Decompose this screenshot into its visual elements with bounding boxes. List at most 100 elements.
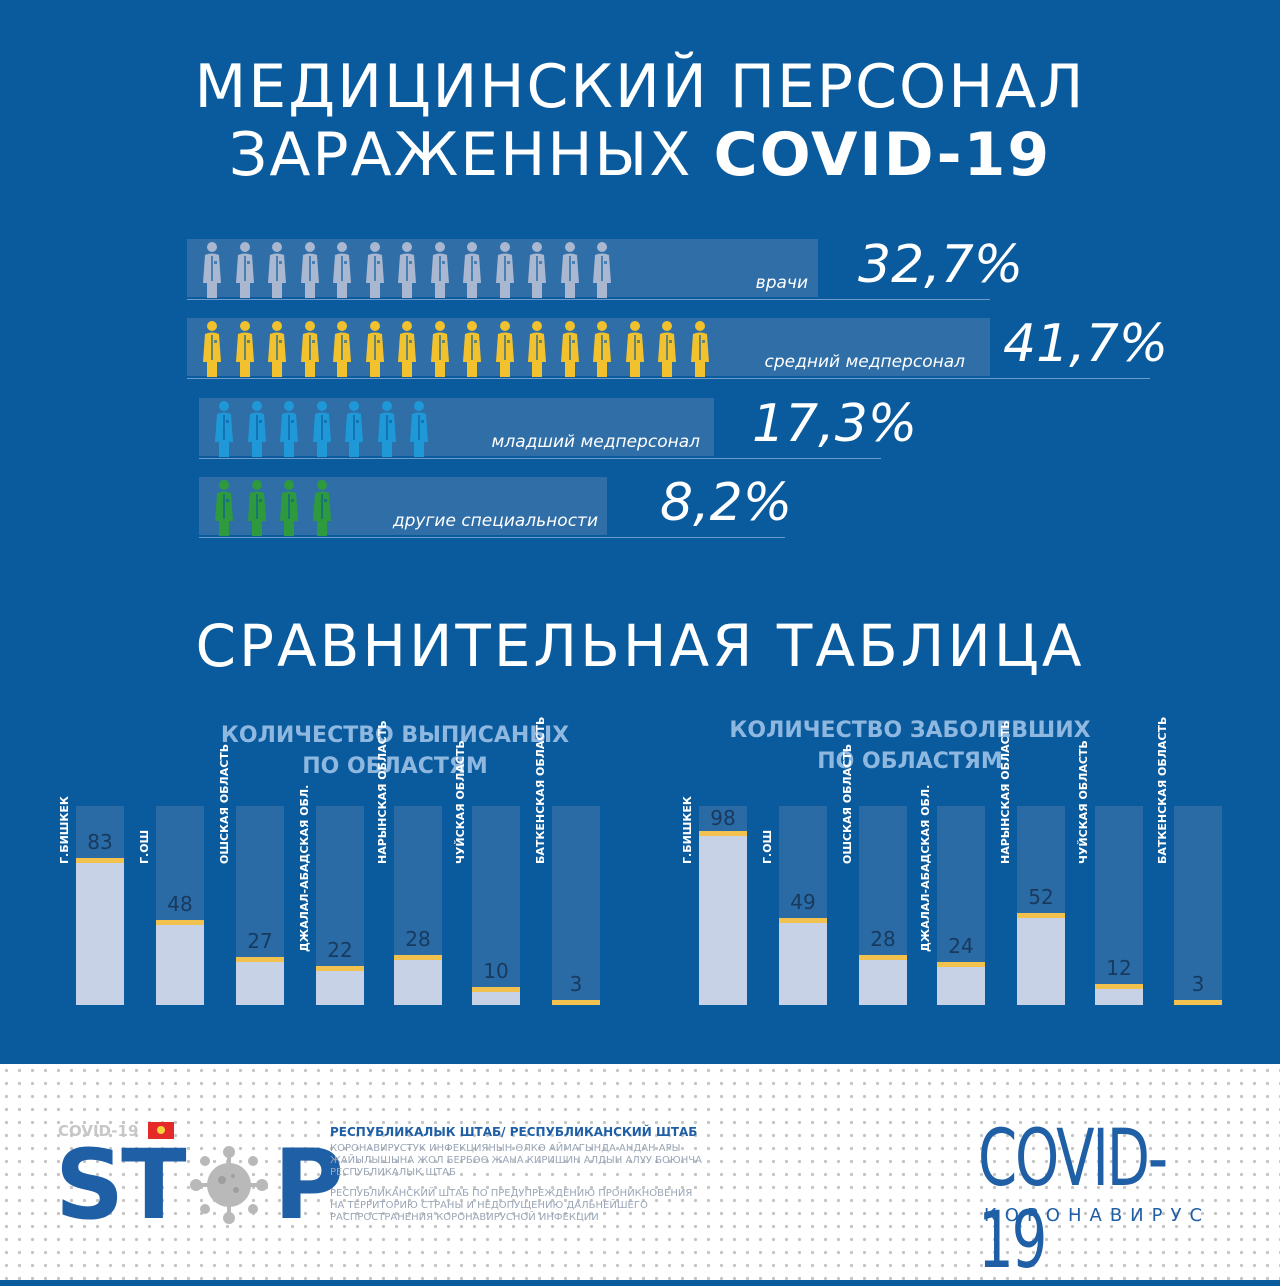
bar-value-label: 52 bbox=[1028, 885, 1054, 909]
bar-cap bbox=[316, 966, 364, 971]
bar-track: 3 bbox=[552, 806, 600, 1005]
hq-text-kyrgyz: КОРОНАВИРУСТУК ИНФЕКЦИЯНЫН ӨЛКӨ АЙМАГЫНД… bbox=[330, 1143, 702, 1178]
doctor-person-icon bbox=[268, 242, 286, 298]
section-title: СРАВНИТЕЛЬНАЯ ТАБЛИЦА bbox=[195, 612, 1085, 680]
main-title-line1: МЕДИЦИНСКИЙ ПЕРСОНАЛ bbox=[194, 52, 1086, 122]
bar-cap bbox=[236, 957, 284, 962]
nurse-person-icon bbox=[495, 321, 514, 377]
category-underline bbox=[199, 458, 881, 459]
bar-track: 10 bbox=[472, 806, 520, 1005]
bar-cap bbox=[859, 955, 907, 960]
main-title-regular: ЗАРАЖЕННЫХ bbox=[228, 120, 714, 190]
bar-value-label: 10 bbox=[483, 959, 509, 983]
nurse-person-icon bbox=[528, 321, 546, 377]
nurse-person-icon bbox=[625, 321, 644, 377]
nurse-person-icon bbox=[463, 321, 481, 377]
bar-value-label: 83 bbox=[87, 830, 113, 854]
bar-cap bbox=[1095, 984, 1143, 989]
bar-track: 98 bbox=[699, 806, 747, 1005]
bar-category-label: НАРЫНСКАЯ ОБЛАСТЬ bbox=[376, 720, 389, 864]
bar-value-label: 28 bbox=[870, 927, 896, 951]
bar-cap bbox=[1017, 913, 1065, 918]
category-label: младший медперсонал bbox=[491, 432, 700, 452]
bar-value-label: 49 bbox=[790, 890, 816, 914]
bar-category-label: ДЖАЛАЛ-АБАДСКАЯ ОБЛ. bbox=[919, 784, 932, 952]
footer bbox=[0, 1064, 1280, 1280]
coronavirus-brand: КОРОНАВИРУС bbox=[984, 1205, 1211, 1226]
bar-category-label: ОШСКАЯ ОБЛАСТЬ bbox=[841, 743, 854, 864]
bar bbox=[779, 918, 827, 1005]
bar-track: 27 bbox=[236, 806, 284, 1005]
nurse-person-icon bbox=[268, 321, 286, 377]
main-title-bold: COVID-19 bbox=[713, 120, 1052, 190]
category-label: другие специальности bbox=[392, 511, 598, 531]
doctor-person-icon bbox=[365, 242, 384, 298]
other-staff-person-icon bbox=[312, 480, 331, 536]
junior-staff-person-icon bbox=[312, 401, 331, 457]
bar bbox=[76, 858, 124, 1005]
bar-value-label: 27 bbox=[247, 929, 273, 953]
junior-staff-person-icon bbox=[410, 401, 428, 457]
bar-value-label: 22 bbox=[327, 938, 353, 962]
doctor-person-icon bbox=[398, 242, 416, 298]
bar bbox=[394, 955, 442, 1005]
bar-category-label: ЧУЙСКАЯ ОБЛАСТЬ bbox=[1077, 740, 1090, 864]
hq-text-russian: РЕСПУБЛИКАНСКИЙ ШТАБ ПО ПРЕДУПРЕЖДЕНИЮ П… bbox=[330, 1188, 693, 1223]
bar-value-label: 3 bbox=[569, 972, 583, 996]
category-underline bbox=[187, 378, 1150, 379]
category-icons bbox=[201, 241, 624, 299]
bar-value-label: 12 bbox=[1106, 956, 1132, 980]
bar-value-label: 3 bbox=[1191, 972, 1205, 996]
category-label: средний медперсонал bbox=[764, 352, 965, 372]
nurse-person-icon bbox=[593, 321, 611, 377]
bar-category-label: Г.БИШКЕК bbox=[58, 796, 71, 864]
category-label: врачи bbox=[755, 273, 808, 293]
nurse-person-icon bbox=[658, 321, 676, 377]
bar-cap bbox=[76, 858, 124, 863]
main-title-line2: ЗАРАЖЕННЫХ COVID-19 bbox=[0, 120, 1280, 190]
category-percent: 32,7% bbox=[858, 235, 1024, 295]
chart-discharged-title: КОЛИЧЕСТВО ВЫПИСАНЫХ ПО ОБЛАСТЯМ bbox=[205, 720, 585, 782]
bar-value-label: 98 bbox=[710, 806, 736, 830]
bar-track: 48 bbox=[156, 806, 204, 1005]
chart-infected-title-line2: ПО ОБЛАСТЯМ bbox=[817, 749, 1003, 774]
doctor-person-icon bbox=[235, 242, 254, 298]
category-icons bbox=[213, 479, 343, 537]
junior-staff-person-icon bbox=[215, 401, 233, 457]
bar-cap bbox=[699, 831, 747, 836]
nurse-person-icon bbox=[560, 321, 579, 377]
bar-category-label: Г.ОШ bbox=[761, 829, 774, 864]
bar bbox=[1095, 984, 1143, 1005]
covid19-brand: COVID-19 bbox=[978, 1114, 1168, 1286]
bar bbox=[316, 966, 364, 1005]
nurse-person-icon bbox=[300, 321, 319, 377]
category-percent: 8,2% bbox=[660, 473, 793, 533]
kyrgyz-flag-icon bbox=[148, 1122, 174, 1139]
bar-category-label: БАТКЕНСКАЯ ОБЛАСТЬ bbox=[534, 716, 547, 864]
nurse-person-icon bbox=[690, 321, 709, 377]
bar-category-label: Г.ОШ bbox=[138, 829, 151, 864]
other-staff-person-icon bbox=[247, 480, 266, 536]
category-underline bbox=[187, 299, 990, 300]
doctor-person-icon bbox=[203, 242, 221, 298]
bar-value-label: 24 bbox=[948, 934, 974, 958]
category-underline bbox=[199, 537, 785, 538]
nurse-person-icon bbox=[365, 321, 384, 377]
main-panel: МЕДИЦИНСКИЙ ПЕРСОНАЛ ЗАРАЖЕННЫХ COVID-19… bbox=[0, 52, 1280, 1005]
bar-category-label: ДЖАЛАЛ-АБАДСКАЯ ОБЛ. bbox=[298, 784, 311, 952]
category-percent: 17,3% bbox=[752, 394, 918, 454]
nurse-person-icon bbox=[203, 321, 221, 377]
virus-icon bbox=[189, 1146, 268, 1224]
bar bbox=[859, 955, 907, 1005]
bar-cap bbox=[552, 1000, 600, 1005]
stop-logo-p: P bbox=[273, 1129, 344, 1241]
bar-value-label: 28 bbox=[405, 927, 431, 951]
chart-infected-title-line1: КОЛИЧЕСТВО ЗАБОЛЕВШИХ bbox=[729, 718, 1091, 743]
other-staff-person-icon bbox=[280, 480, 298, 536]
category-icons bbox=[213, 400, 441, 458]
nurse-person-icon bbox=[235, 321, 254, 377]
doctor-person-icon bbox=[560, 242, 579, 298]
stop-logo: ST P bbox=[55, 1129, 344, 1241]
doctor-person-icon bbox=[495, 242, 514, 298]
bar bbox=[1017, 913, 1065, 1005]
